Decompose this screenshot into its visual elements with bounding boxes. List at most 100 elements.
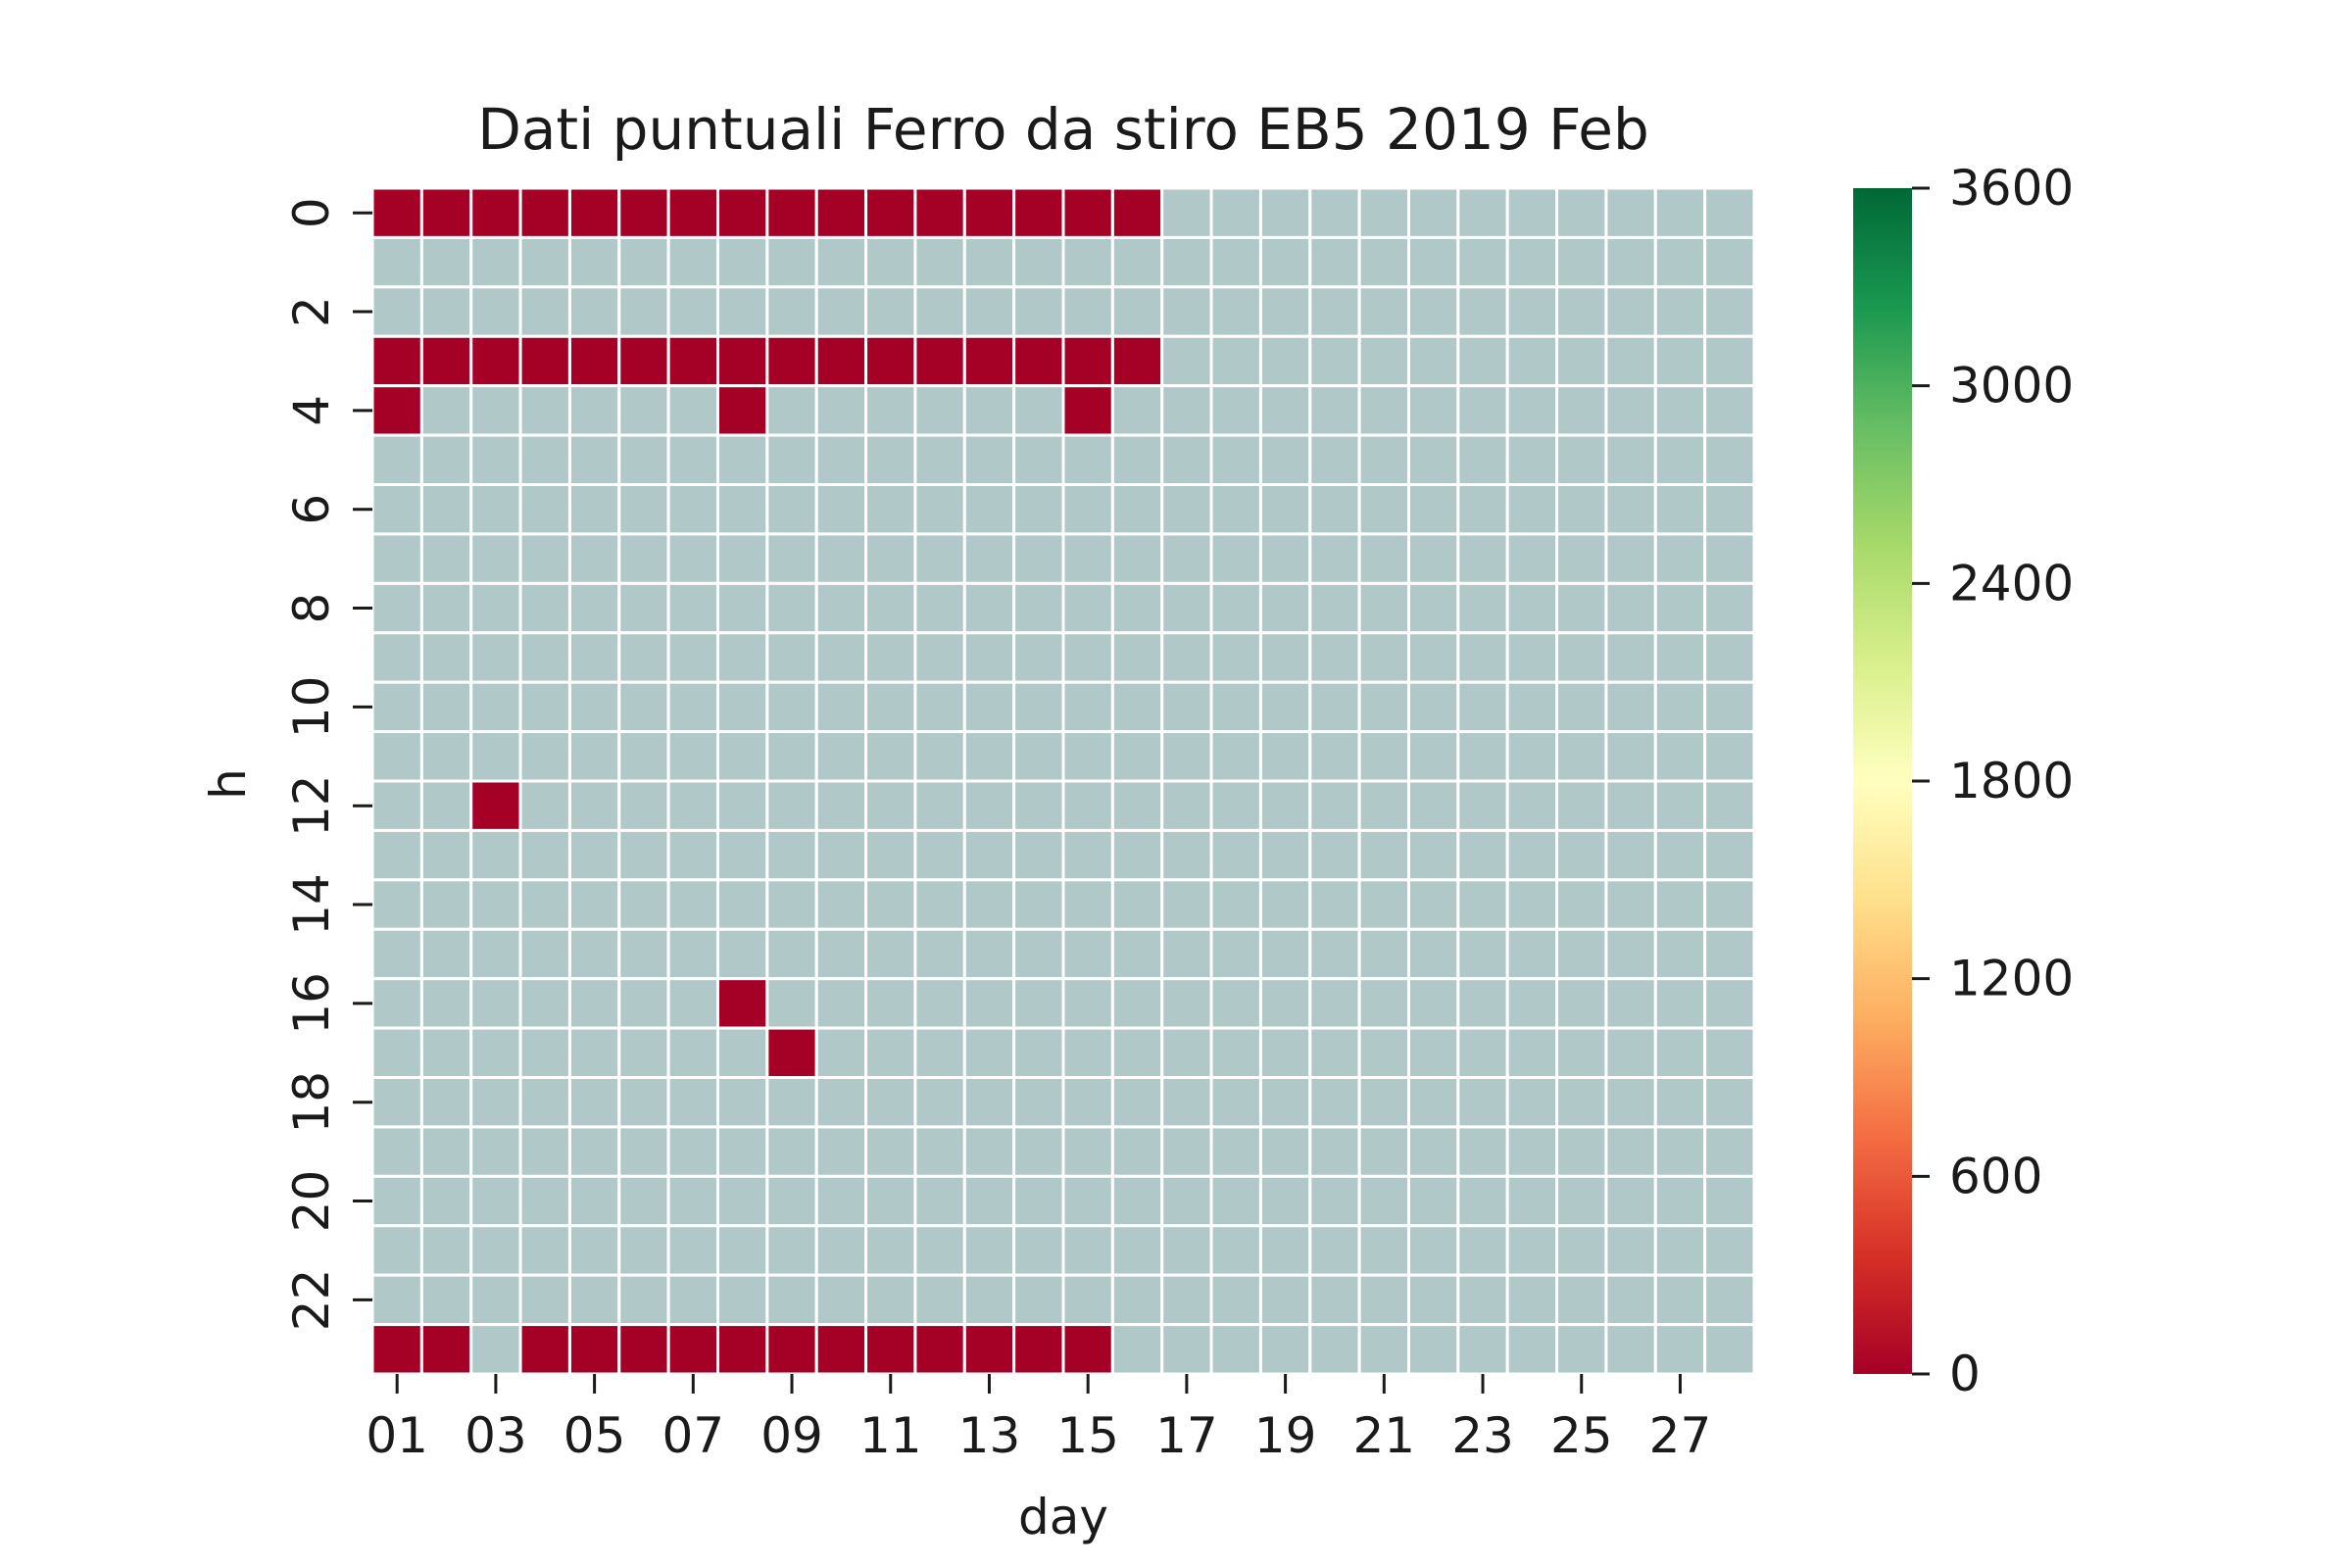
heatmap-cell xyxy=(1209,285,1262,338)
colorbar-tick-label: 3000 xyxy=(1949,358,2074,415)
heatmap-cell xyxy=(913,779,966,832)
heatmap-cell xyxy=(1653,285,1707,338)
heatmap-cell xyxy=(814,483,868,536)
heatmap-cell xyxy=(765,1224,818,1277)
heatmap-cell xyxy=(1407,1125,1460,1178)
heatmap-cell xyxy=(1308,532,1361,585)
heatmap-cell xyxy=(1308,285,1361,338)
heatmap-cell xyxy=(617,1224,670,1277)
x-tick-label: 23 xyxy=(1451,1407,1514,1464)
heatmap-cell xyxy=(1012,927,1065,981)
heatmap-cell xyxy=(370,1076,423,1129)
heatmap-cell xyxy=(1456,680,1509,734)
heatmap-cell xyxy=(469,680,522,734)
heatmap-cell xyxy=(1703,1273,1756,1327)
heatmap-cell xyxy=(617,433,670,487)
heatmap-cell xyxy=(419,779,473,832)
heatmap-cell xyxy=(370,878,423,931)
heatmap-cell xyxy=(518,631,571,684)
heatmap-cell xyxy=(1308,1273,1361,1327)
heatmap-cell xyxy=(864,730,917,783)
heatmap-cell xyxy=(1703,1026,1756,1080)
heatmap-cell xyxy=(765,483,818,536)
heatmap-cell xyxy=(765,1273,818,1327)
heatmap-cell xyxy=(617,1273,670,1327)
heatmap-cell xyxy=(716,1174,769,1228)
heatmap-cell xyxy=(1505,1125,1559,1178)
heatmap-cell xyxy=(1456,581,1509,635)
heatmap-cell xyxy=(716,186,769,239)
heatmap-cell xyxy=(1110,433,1164,487)
heatmap-cell xyxy=(864,334,917,388)
heatmap-cell xyxy=(716,878,769,931)
heatmap-cell xyxy=(617,680,670,734)
heatmap-cell xyxy=(1258,285,1312,338)
heatmap-cell xyxy=(1456,1076,1509,1129)
heatmap-cell xyxy=(1308,927,1361,981)
heatmap-cell xyxy=(814,1323,868,1376)
heatmap-cell xyxy=(913,977,966,1030)
heatmap-cell xyxy=(1703,581,1756,635)
heatmap-cell xyxy=(419,631,473,684)
heatmap-cell xyxy=(666,433,720,487)
heatmap-cell xyxy=(1703,977,1756,1030)
heatmap-cell xyxy=(864,433,917,487)
heatmap-cell xyxy=(1110,927,1164,981)
heatmap-cell xyxy=(567,384,621,437)
heatmap-cell xyxy=(419,680,473,734)
x-tick-label: 11 xyxy=(859,1407,922,1464)
heatmap-cell xyxy=(1258,1125,1312,1178)
heatmap-cell xyxy=(1160,285,1213,338)
heatmap-cell xyxy=(419,828,473,882)
heatmap-cell xyxy=(370,680,423,734)
heatmap-cell xyxy=(1308,730,1361,783)
heatmap-cell xyxy=(716,235,769,289)
heatmap-cell xyxy=(1703,285,1756,338)
heatmap-cell xyxy=(1703,1323,1756,1376)
heatmap-cell xyxy=(1357,779,1410,832)
heatmap-cell xyxy=(962,1076,1016,1129)
heatmap-cell xyxy=(1308,828,1361,882)
heatmap-cell xyxy=(419,235,473,289)
heatmap-cell xyxy=(1209,1076,1262,1129)
heatmap-cell xyxy=(666,1224,720,1277)
heatmap-cell xyxy=(370,384,423,437)
heatmap-cell xyxy=(962,1174,1016,1228)
heatmap-cell xyxy=(469,1273,522,1327)
heatmap-cell xyxy=(567,1076,621,1129)
heatmap-cell xyxy=(1604,1273,1657,1327)
heatmap-cell xyxy=(1258,730,1312,783)
y-axis-label: h xyxy=(200,768,257,800)
heatmap-cell xyxy=(567,680,621,734)
heatmap-cell xyxy=(469,1026,522,1080)
heatmap-cell xyxy=(765,828,818,882)
heatmap-cell xyxy=(913,186,966,239)
heatmap-cell xyxy=(913,384,966,437)
heatmap-cell xyxy=(765,334,818,388)
heatmap-cell xyxy=(1505,581,1559,635)
heatmap-cell xyxy=(1505,927,1559,981)
heatmap-cell xyxy=(1357,334,1410,388)
heatmap-cell xyxy=(962,483,1016,536)
heatmap-cell xyxy=(814,1076,868,1129)
heatmap-cell xyxy=(567,977,621,1030)
heatmap-cell xyxy=(1308,186,1361,239)
heatmap-cell xyxy=(1456,730,1509,783)
heatmap-cell xyxy=(1505,779,1559,832)
heatmap-cell xyxy=(1357,1273,1410,1327)
heatmap-cell xyxy=(1258,384,1312,437)
heatmap-cell xyxy=(1110,1323,1164,1376)
heatmap-cell xyxy=(1555,483,1608,536)
heatmap-cell xyxy=(617,828,670,882)
heatmap-cell xyxy=(1160,483,1213,536)
y-tick-label: 18 xyxy=(283,1071,340,1134)
heatmap-cell xyxy=(1308,1174,1361,1228)
heatmap-cell xyxy=(765,581,818,635)
heatmap-cell xyxy=(1555,730,1608,783)
heatmap-cell xyxy=(469,1174,522,1228)
heatmap-cell xyxy=(469,433,522,487)
heatmap-cell xyxy=(1160,334,1213,388)
heatmap-cell xyxy=(1456,977,1509,1030)
heatmap-cell xyxy=(567,334,621,388)
heatmap-cell xyxy=(666,384,720,437)
